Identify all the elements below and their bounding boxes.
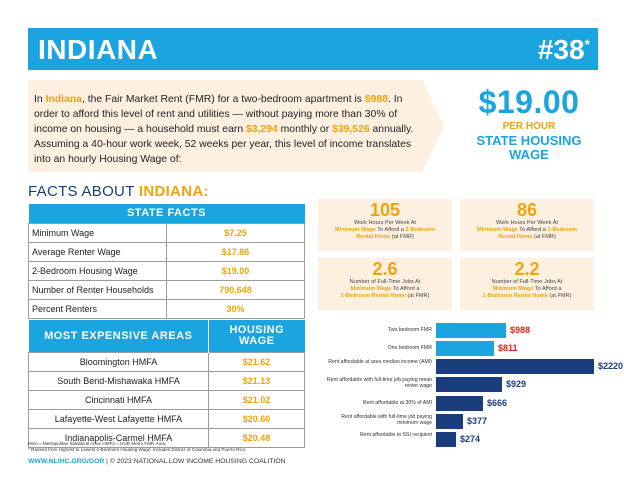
bar-category-label: One bedroom FMR xyxy=(387,345,432,351)
state-rank: #38* xyxy=(537,34,590,65)
bar xyxy=(436,377,502,392)
stat-description: Number of Full-Time Jobs At Minimum Wage… xyxy=(340,279,430,299)
stat-description: Work Hours Per Week At Minimum Wage To A… xyxy=(476,220,577,240)
stat-box: 105 Work Hours Per Week At Minimum Wage … xyxy=(318,199,452,251)
fact-value: 790,648 xyxy=(166,279,305,300)
bar-row: Rent affordable at 30% of AMI $666 xyxy=(318,396,608,412)
fact-label: Number of Renter Households xyxy=(28,279,167,300)
bar-category-label: Rent affordable to SSI recipient xyxy=(360,432,432,438)
table-row: Indianapolis-Carmel HMFA $20.48 xyxy=(28,427,305,448)
bar-row: One bedroom FMR $811 xyxy=(318,341,608,357)
table-row: Cincinnati HMFA $21.02 xyxy=(28,389,305,410)
table-row: Lafayette-West Lafayette HMFA $20.60 xyxy=(28,408,305,429)
bar xyxy=(436,323,506,338)
housing-wage-amount: $19.00 xyxy=(478,84,580,120)
bar-category-label: Rent affordable at area median income (A… xyxy=(328,359,432,365)
state-name: INDIANA xyxy=(38,34,159,65)
bar-value-label: $666 xyxy=(487,398,508,408)
area-name: South Bend-Mishawaka HMFA xyxy=(28,370,209,391)
stat-number: 2.2 xyxy=(514,259,540,279)
bar-category-label: Rent affordable with full-time job payin… xyxy=(341,414,432,426)
stat-number: 2.6 xyxy=(372,259,398,279)
areas-heading: MOST EXPENSIVE AREAS xyxy=(28,320,209,352)
bar xyxy=(436,359,594,374)
area-name: Indianapolis-Carmel HMFA xyxy=(28,427,209,448)
area-name: Bloomington HMFA xyxy=(28,351,209,372)
facts-title: FACTS ABOUT INDIANA: xyxy=(28,183,209,200)
fact-value: $19.00 xyxy=(166,260,305,281)
state-facts-table: STATE FACTS Minimum Wage $7.25 Average Ren… xyxy=(28,204,305,319)
fact-label: Percent Renters xyxy=(28,298,167,319)
area-wage: $20.48 xyxy=(208,427,305,448)
bar-value-label: $988 xyxy=(510,325,531,335)
bar-row: Rent affordable at area median income (A… xyxy=(318,359,623,375)
footer-link[interactable]: WWW.NLIHC.ORG/OOR xyxy=(28,458,105,465)
expensive-areas-table: MOST EXPENSIVE AREAS HOUSING WAGE Bloomin… xyxy=(28,320,305,448)
stat-box: 2.6 Number of Full-Time Jobs At Minimum … xyxy=(318,258,452,310)
bar-category-label: Rent affordable with full-time job payin… xyxy=(326,377,432,389)
stat-box: 86 Work Hours Per Week At Minimum Wage T… xyxy=(460,199,594,251)
bar xyxy=(436,432,456,447)
area-name: Cincinnati HMFA xyxy=(28,389,209,410)
areas-wage-heading: HOUSING WAGE xyxy=(208,320,305,352)
table-row: South Bend-Mishawaka HMFA $21.13 xyxy=(28,370,305,391)
fact-label: 2-Bedroom Housing Wage xyxy=(28,260,167,281)
fact-value: $17.86 xyxy=(166,241,305,262)
fact-label: Minimum Wage xyxy=(28,222,167,243)
housing-wage-label: STATE HOUSING WAGE xyxy=(476,133,582,162)
bar-value-label: $929 xyxy=(506,379,527,389)
rent-affordability-chart: Two bedroom FMR $988 One bedroom FMR $811 Re… xyxy=(318,320,623,450)
table-row: Number of Renter Households 790,648 xyxy=(28,279,305,300)
area-wage: $21.02 xyxy=(208,389,305,410)
bar-row: Rent affordable with full-time job payin… xyxy=(318,414,608,430)
area-wage: $21.62 xyxy=(208,351,305,372)
table-row: Minimum Wage $7.25 xyxy=(28,222,305,243)
bar-row: Rent affordable with full-time job payin… xyxy=(318,377,608,393)
fact-value: $7.25 xyxy=(166,222,305,243)
bar-row: Two bedroom FMR $988 xyxy=(318,323,608,339)
stat-description: Work Hours Per Week At Minimum Wage To A… xyxy=(334,220,435,240)
area-wage: $21.13 xyxy=(208,370,305,391)
bar-value-label: $274 xyxy=(460,434,481,444)
bar-category-label: Rent affordable at 30% of AMI xyxy=(362,400,432,406)
area-name: Lafayette-West Lafayette HMFA xyxy=(28,408,209,429)
stat-description: Number of Full-Time Jobs At Minimum Wage… xyxy=(482,279,572,299)
bar xyxy=(436,396,483,411)
stat-number: 105 xyxy=(369,200,401,220)
bar-value-label: $811 xyxy=(498,343,518,353)
housing-wage-per: PER HOUR xyxy=(502,121,556,132)
intro-text: In Indiana, the Fair Market Rent (FMR) f… xyxy=(34,94,414,165)
intro-panel: In Indiana, the Fair Market Rent (FMR) f… xyxy=(28,80,422,172)
stat-box: 2.2 Number of Full-Time Jobs At Minimum … xyxy=(460,258,594,310)
fact-label: Average Renter Wage xyxy=(28,241,167,262)
state-facts-heading: STATE FACTS xyxy=(28,204,305,223)
table-row: Bloomington HMFA $21.62 xyxy=(28,351,305,372)
bar-row: Rent affordable to SSI recipient $274 xyxy=(318,432,608,448)
table-row: Average Renter Wage $17.86 xyxy=(28,241,305,262)
intro-arrow xyxy=(422,80,444,172)
bar xyxy=(436,341,494,356)
stat-number: 86 xyxy=(516,200,538,220)
footnote: MSA = Metropolitan Statistical Area; HMF… xyxy=(28,441,247,452)
table-row: Percent Renters 30% xyxy=(28,298,305,319)
bar-value-label: $2220 xyxy=(598,361,624,371)
table-row: 2-Bedroom Housing Wage $19.00 xyxy=(28,260,305,281)
housing-wage-box: $19.00 PER HOUR STATE HOUSING WAGE xyxy=(454,84,604,162)
page-header: INDIANA #38* xyxy=(28,28,598,70)
bar-category-label: Two bedroom FMR xyxy=(387,327,432,333)
footer: WWW.NLIHC.ORG/OOR | © 2023 NATIONAL LOW … xyxy=(28,458,286,465)
bar-value-label: $377 xyxy=(467,416,488,426)
area-wage: $20.60 xyxy=(208,408,305,429)
bar xyxy=(436,414,463,429)
fact-value: 30% xyxy=(166,298,305,319)
